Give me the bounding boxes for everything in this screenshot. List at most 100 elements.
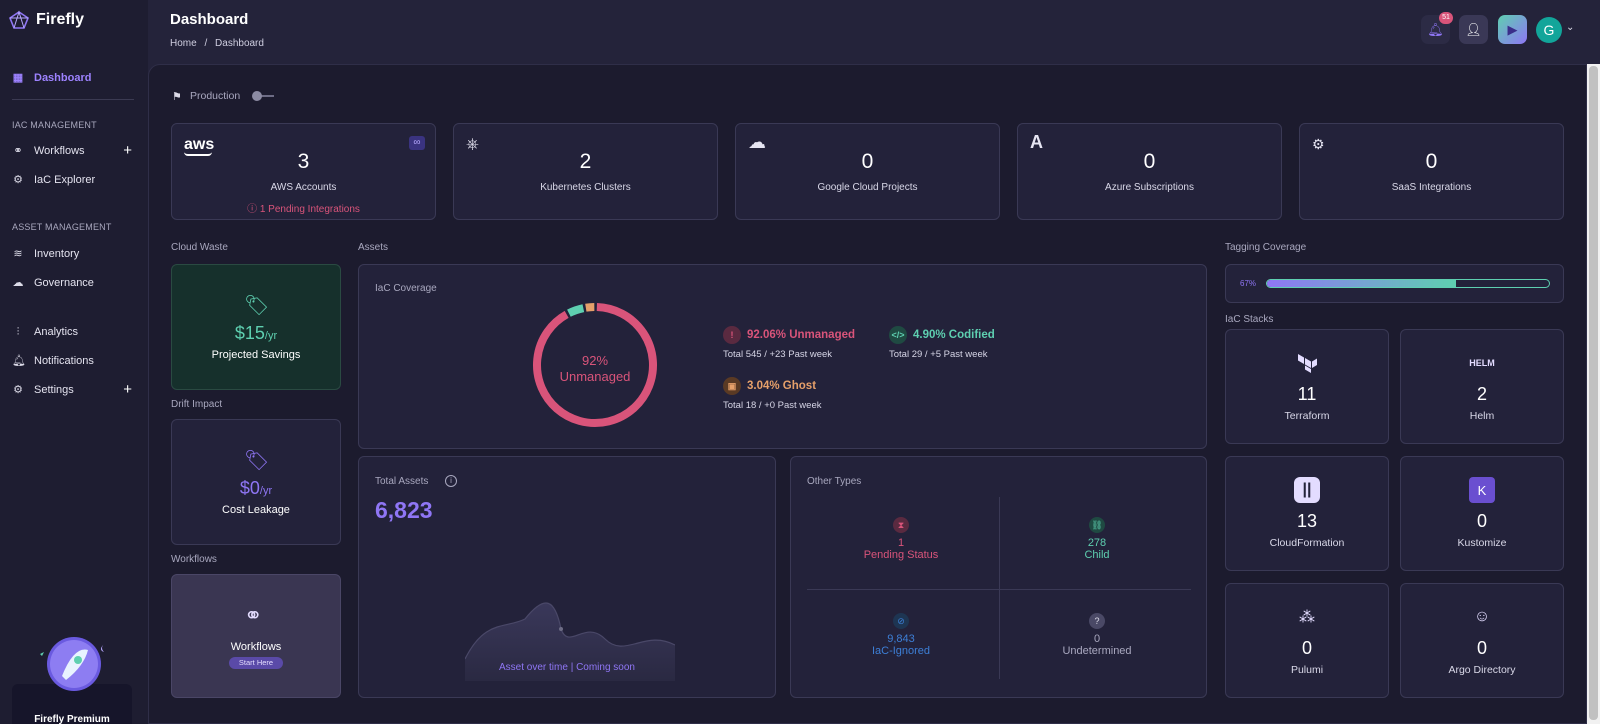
projected-savings-value: $15/yr: [172, 323, 340, 344]
tagging-heading: Tagging Coverage: [1225, 242, 1307, 253]
sidebar-item-inventory[interactable]: ≋ Inventory: [12, 248, 132, 260]
bell-icon: 🔔︎: [12, 355, 26, 367]
aws-accounts-count: 3: [297, 150, 310, 173]
google-cloud-card[interactable]: ☁ 0 Google Cloud Projects: [735, 123, 1000, 220]
stack-cloudformation[interactable]: || 13 CloudFormation: [1225, 456, 1389, 571]
saas-icon: ⚙: [1312, 136, 1325, 152]
google-cloud-label: Google Cloud Projects: [817, 182, 918, 193]
pulumi-count: 0: [1301, 638, 1312, 658]
iac-ignored-label: IaC-Ignored: [871, 645, 931, 657]
donut-center-label: Unmanaged: [559, 369, 631, 384]
start-here-button[interactable]: Start Here: [229, 657, 283, 669]
cost-leakage-card[interactable]: 🏷︎ $0/yr Cost Leakage: [171, 419, 341, 545]
codified-title: 4.90% Codified: [913, 329, 995, 342]
rocket-illustration-icon: [40, 637, 104, 691]
aws-logo-icon: aws: [184, 136, 214, 156]
sidebar-divider: [12, 99, 134, 100]
donut-center: 92% Unmanaged: [531, 353, 659, 385]
child-label: Child: [1084, 549, 1110, 561]
production-toggle[interactable]: [252, 91, 274, 101]
aws-accounts-card[interactable]: aws ∞ 3 AWS Accounts ⓘ 1 Pending Integra…: [171, 123, 436, 220]
app-name: Firefly: [36, 11, 85, 28]
iac-stacks-heading: IaC Stacks: [1225, 314, 1274, 325]
sidebar: Firefly ▦ Dashboard IAC MANAGEMENT ⚭ Wor…: [0, 0, 148, 724]
breadcrumb: Home / Dashboard: [170, 38, 264, 49]
helm-label: Helm: [1469, 410, 1495, 422]
pending-integrations-link[interactable]: ⓘ 1 Pending Integrations: [172, 200, 435, 215]
pulumi-label: Pulumi: [1290, 664, 1324, 676]
projected-savings-card[interactable]: 🏷︎ $15/yr Projected Savings: [171, 264, 341, 390]
iac-ignored-cell[interactable]: ⊘ 9,843 IaC-Ignored: [831, 613, 971, 657]
donut-center-pct: 92%: [581, 353, 609, 368]
kubernetes-clusters-card[interactable]: ⎈ 2 Kubernetes Clusters: [453, 123, 718, 220]
other-types-card: Other Types ⧗ 1 Pending Status ⛓ 278 Chi…: [790, 456, 1207, 698]
add-workflow-icon[interactable]: +: [123, 142, 132, 159]
info-icon[interactable]: i: [445, 475, 457, 487]
kubernetes-icon: ⎈: [466, 136, 479, 153]
azure-subscriptions-card[interactable]: A 0 Azure Subscriptions: [1017, 123, 1282, 220]
sidebar-item-dashboard[interactable]: ▦ Dashboard: [12, 72, 132, 84]
link-icon: ⛓: [1089, 517, 1105, 533]
stack-terraform[interactable]: 11 Terraform: [1225, 329, 1389, 444]
leakage-unit: /yr: [259, 485, 273, 497]
ghost-icon: ▣: [723, 377, 741, 395]
tagging-coverage-card[interactable]: 67%: [1225, 264, 1564, 303]
cloudformation-label: CloudFormation: [1269, 537, 1345, 549]
sidebar-item-iac-explorer[interactable]: ⚙ IaC Explorer: [12, 174, 132, 186]
sidebar-item-label: Workflows: [34, 145, 85, 157]
sidebar-section-asset: ASSET MANAGEMENT: [12, 222, 112, 232]
sidebar-item-governance[interactable]: ☁ Governance: [12, 277, 132, 289]
firefly-logo-icon: [9, 10, 29, 29]
avatar[interactable]: G: [1536, 17, 1562, 43]
ignored-icon: ⊘: [893, 613, 909, 629]
iac-ignored-value: 9,843: [887, 633, 915, 645]
saas-integrations-card[interactable]: ⚙ 0 SaaS Integrations: [1299, 123, 1564, 220]
sidebar-item-notifications[interactable]: 🔔︎ Notifications: [12, 355, 132, 367]
scrollbar-thumb[interactable]: [1589, 66, 1598, 720]
invite-user-button[interactable]: 👤︎: [1459, 15, 1488, 44]
sidebar-item-label: Analytics: [34, 326, 79, 338]
sidebar-item-analytics[interactable]: ⫶ Analytics: [12, 326, 132, 338]
asset-over-time-chart: [465, 602, 675, 681]
unmanaged-stat[interactable]: ! 92.06% Unmanaged Total 545 / +23 Past w…: [723, 326, 855, 360]
codified-stat[interactable]: </> 4.90% Codified Total 29 / +5 Past wee…: [889, 326, 995, 360]
workflows-card-label: Workflows: [230, 641, 282, 653]
codified-sub: Total 29 / +5 Past week: [889, 349, 988, 360]
pending-status-cell[interactable]: ⧗ 1 Pending Status: [831, 517, 971, 561]
total-assets-card: Total Assets i 6,823 Asset over time | C…: [358, 456, 776, 698]
app-logo[interactable]: Firefly: [8, 10, 84, 30]
argo-count: 0: [1476, 638, 1487, 658]
kubernetes-count: 2: [579, 150, 592, 173]
question-icon: ?: [1089, 613, 1105, 629]
breadcrumb-home[interactable]: Home: [170, 38, 197, 49]
donut-segment-codified[interactable]: [567, 304, 585, 317]
analytics-icon: ⫶: [16, 326, 20, 338]
infinity-icon: ∞: [409, 136, 425, 150]
stack-helm[interactable]: HELM 2 Helm: [1400, 329, 1564, 444]
stack-kustomize[interactable]: K 0 Kustomize: [1400, 456, 1564, 571]
workflows-card[interactable]: ⚭ Workflows Start Here: [171, 574, 341, 698]
iac-explorer-icon: ⚙: [13, 174, 23, 186]
assets-heading: Assets: [358, 242, 389, 253]
donut-segment-ghost[interactable]: [585, 303, 595, 312]
sidebar-item-workflows[interactable]: ⚭ Workflows +: [12, 142, 132, 159]
unmanaged-title: 92.06% Unmanaged: [747, 329, 856, 342]
sidebar-item-settings[interactable]: ⚙ Settings +: [12, 381, 132, 398]
chevron-down-icon[interactable]: ⌄: [1566, 22, 1575, 33]
play-button[interactable]: ▶: [1498, 15, 1527, 44]
sidebar-item-label: Settings: [34, 384, 74, 396]
sidebar-item-label: Notifications: [34, 355, 94, 367]
google-cloud-count: 0: [861, 150, 874, 173]
tag-icon: 🏷︎: [244, 295, 270, 317]
undetermined-cell[interactable]: ? 0 Undetermined: [1027, 613, 1167, 657]
child-cell[interactable]: ⛓ 278 Child: [1027, 517, 1167, 561]
pending-status-value: 1: [897, 537, 905, 549]
helm-count: 2: [1476, 384, 1487, 404]
layers-icon: ≋: [13, 248, 23, 260]
governance-icon: ☁: [12, 277, 24, 289]
stack-pulumi[interactable]: ⁂ 0 Pulumi: [1225, 583, 1389, 698]
stack-argo[interactable]: ☺ 0 Argo Directory: [1400, 583, 1564, 698]
expand-settings-icon[interactable]: +: [123, 381, 132, 398]
donut-segment-unmanaged[interactable]: [533, 303, 657, 427]
ghost-stat[interactable]: ▣ 3.04% Ghost Total 18 / +0 Past week: [723, 377, 822, 411]
